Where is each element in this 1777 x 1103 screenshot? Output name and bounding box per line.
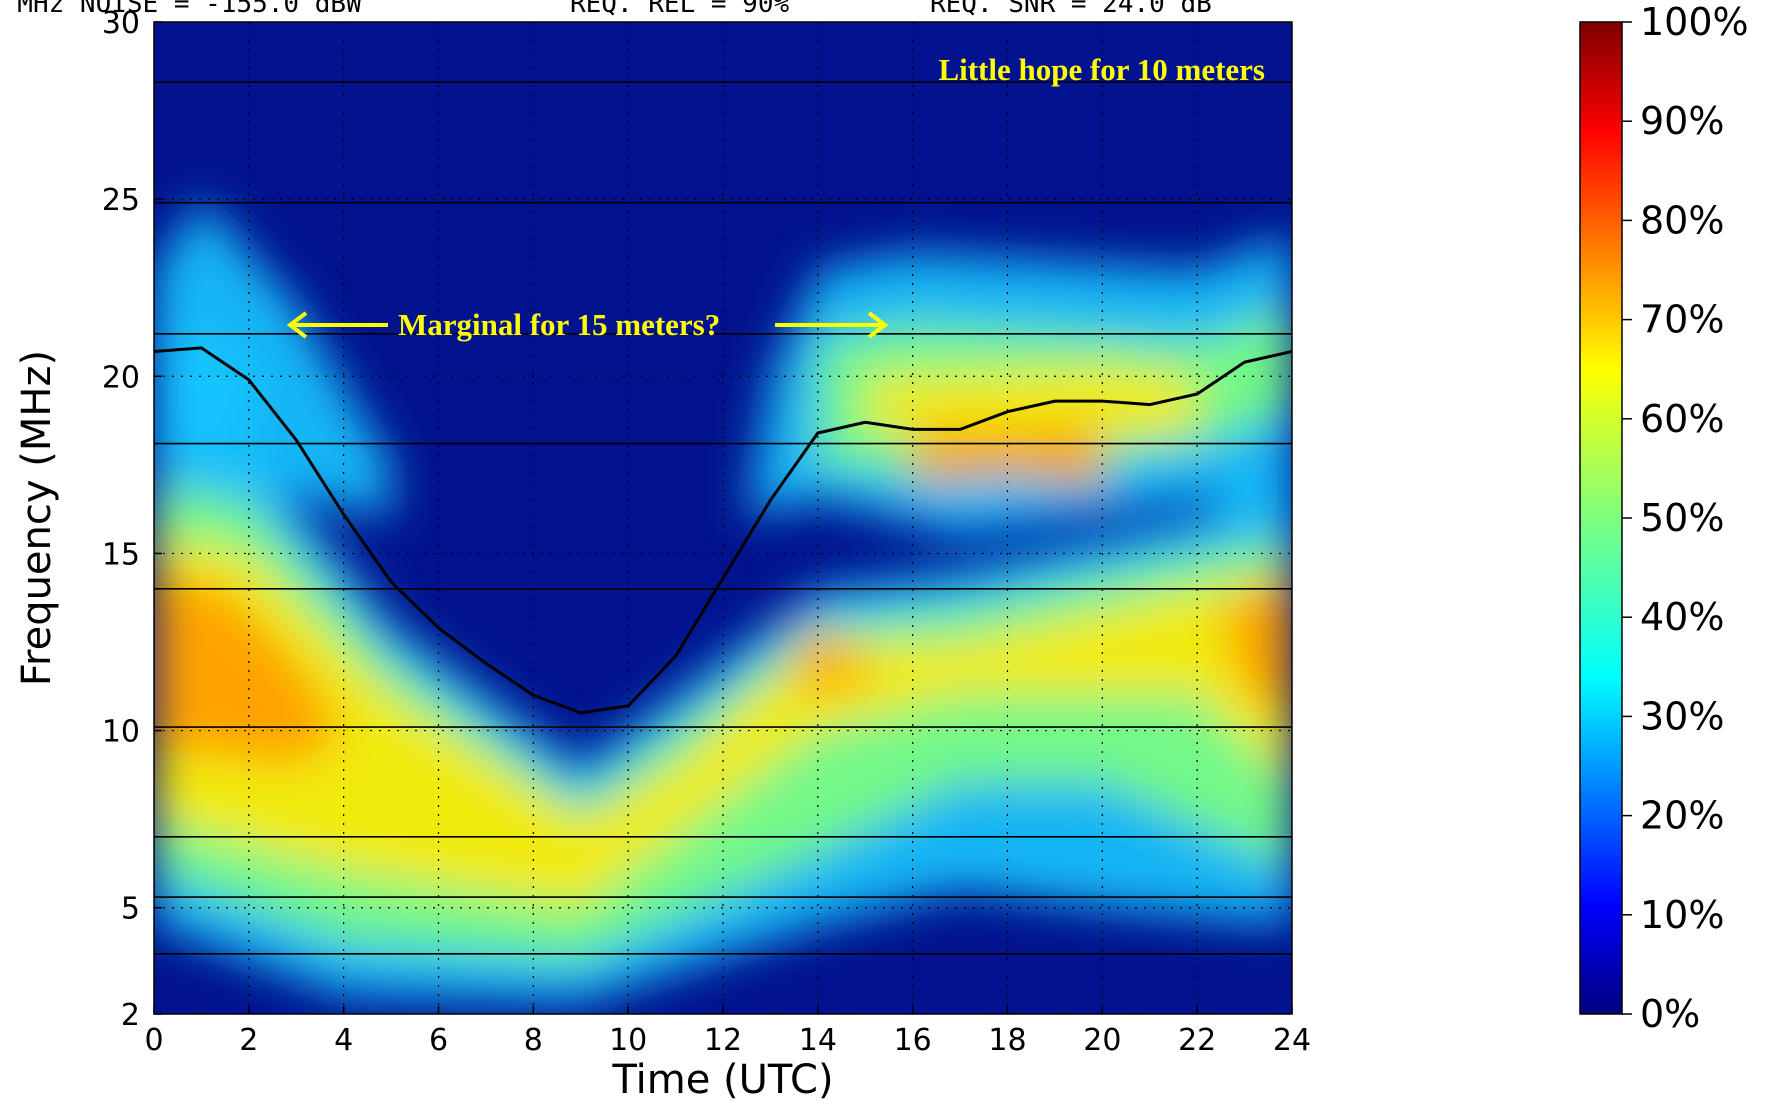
x-tick-label: 16 xyxy=(894,1023,932,1058)
colorbar-gradient xyxy=(1579,21,1623,1015)
x-tick-label: 18 xyxy=(988,1023,1026,1058)
y-axis-title: Frequency (MHz) xyxy=(14,350,60,686)
colorbar-tick-label: 40% xyxy=(1640,595,1724,639)
y-tick-label: 10 xyxy=(102,715,140,750)
y-tick-label: 15 xyxy=(102,537,140,572)
x-tick-label: 22 xyxy=(1178,1023,1216,1058)
colorbar-tick-label: 80% xyxy=(1640,198,1724,242)
heat-region xyxy=(154,199,392,518)
colorbar-tick-label: 60% xyxy=(1640,397,1724,441)
annotation-10-meters: Little hope for 10 meters xyxy=(938,52,1265,87)
x-tick-label: 14 xyxy=(799,1023,837,1058)
y-tick-label: 5 xyxy=(121,892,140,927)
heat-region xyxy=(1220,571,1292,713)
x-axis: 0 2 4 6 8 10 12 14 16 18 20 22 24 xyxy=(144,1006,1311,1058)
y-tick-label: 25 xyxy=(102,183,140,218)
heat-region xyxy=(154,571,344,766)
colorbar-tick-label: 0% xyxy=(1640,992,1700,1036)
colorbar-tick-label: 70% xyxy=(1640,298,1724,342)
colorbar-tick-label: 90% xyxy=(1640,99,1724,143)
y-tick-label: 30 xyxy=(102,6,140,41)
x-tick-label: 2 xyxy=(239,1023,258,1058)
x-tick-label: 6 xyxy=(429,1023,448,1058)
annotation-15-meters-arrow xyxy=(286,311,889,339)
colorbar: 0% 10% 20% 30% 40% 50% 60% 70% 80% 90% 100% xyxy=(1579,0,1749,1036)
heat-region xyxy=(912,425,1103,490)
colorbar-tick-label: 10% xyxy=(1640,893,1724,937)
x-tick-label: 4 xyxy=(334,1023,353,1058)
colorbar-tick-label: 30% xyxy=(1640,694,1724,738)
annotation-15-meters: Marginal for 15 meters? xyxy=(398,307,720,342)
x-tick-label: 8 xyxy=(524,1023,543,1058)
colorbar-tick-label: 50% xyxy=(1640,496,1724,540)
colorbar-tick-label: 20% xyxy=(1640,794,1724,838)
x-tick-label: 12 xyxy=(704,1023,742,1058)
y-tick-label: 20 xyxy=(102,360,140,395)
colorbar-ticks: 0% 10% 20% 30% 40% 50% 60% 70% 80% 90% 100% xyxy=(1622,0,1749,1036)
grid-lines xyxy=(154,22,1292,1014)
header-noise: 3 MHz NOISE = -155.0 dBW xyxy=(0,0,362,19)
header-parameters: 3 MHz NOISE = -155.0 dBW REQ. REL = 90% … xyxy=(0,0,1212,19)
y-tick-label: 2 xyxy=(121,998,140,1033)
header-req-snr: REQ. SNR = 24.0 dB xyxy=(930,0,1212,19)
x-axis-title: Time (UTC) xyxy=(611,1057,833,1103)
x-tick-label: 24 xyxy=(1273,1023,1311,1058)
x-tick-label: 10 xyxy=(609,1023,647,1058)
heat-region xyxy=(794,624,866,696)
muf-curve xyxy=(154,346,1292,715)
colorbar-tick-label: 100% xyxy=(1640,0,1749,44)
plot-area xyxy=(154,22,1292,1014)
x-tick-label: 20 xyxy=(1083,1023,1121,1058)
header-req-rel: REQ. REL = 90% xyxy=(570,0,789,19)
x-tick-label: 0 xyxy=(144,1023,163,1058)
